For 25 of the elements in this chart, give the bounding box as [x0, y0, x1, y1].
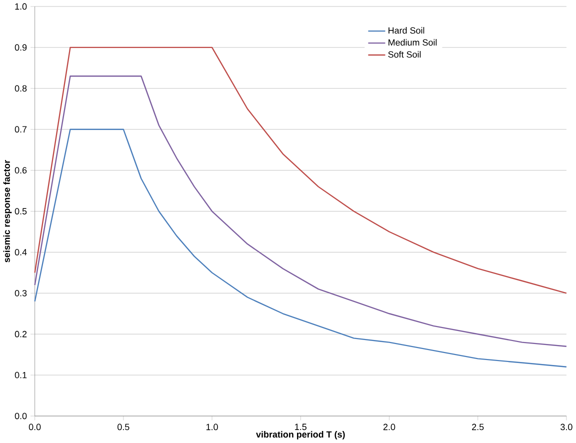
y-tick-label: 0.0	[14, 412, 27, 420]
legend-label: Soft Soil	[388, 51, 421, 58]
x-axis-title: vibration period T (s)	[256, 431, 345, 440]
y-tick-label: 0.9	[14, 44, 27, 51]
y-tick-label: 0.3	[14, 290, 27, 296]
x-tick-label: 0.0	[28, 424, 41, 430]
x-tick-label: 3.0	[560, 424, 572, 430]
x-tick-label: 2.0	[383, 424, 396, 430]
line-series	[34, 46, 568, 294]
y-axis-title: seismic response factor	[3, 160, 12, 262]
y-tick-label: 0.6	[14, 167, 27, 174]
x-tick-label: 0.5	[118, 424, 130, 430]
y-tick-label: 0.1	[14, 372, 27, 378]
y-tick-label: 1.0	[15, 3, 27, 10]
legend-label: Medium Soil	[388, 39, 437, 46]
x-tick-label: 2.5	[472, 424, 484, 430]
y-tick-label: 0.8	[14, 85, 27, 92]
x-tick-label: 1.0	[206, 424, 218, 430]
y-tick-label: 0.4	[14, 249, 27, 256]
y-tick-label: 0.5	[14, 208, 27, 215]
legend-label: Hard Soil	[388, 27, 424, 34]
x-tick-label: 1.5	[295, 424, 306, 430]
line-series	[34, 76, 568, 348]
y-tick-label: 0.2	[14, 331, 27, 338]
y-tick-label: 0.7	[14, 126, 27, 133]
